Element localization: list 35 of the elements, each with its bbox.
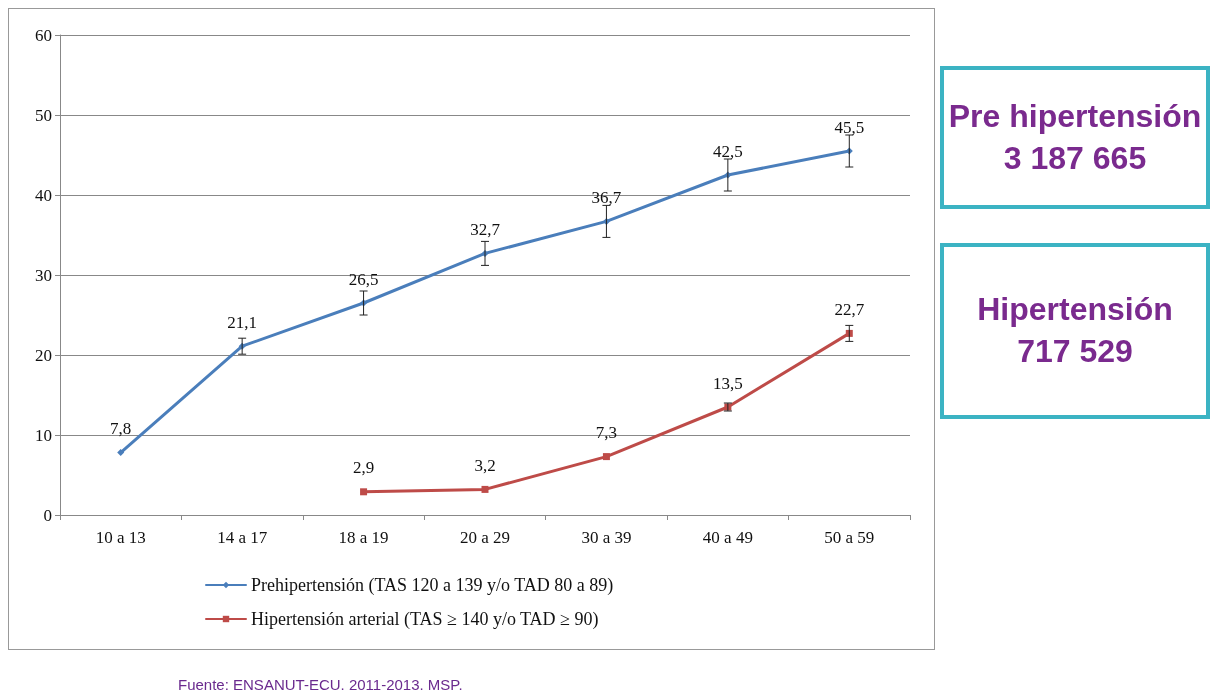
data-label: 22,7 [834, 299, 865, 319]
data-label: 7,8 [110, 419, 132, 439]
point [117, 449, 125, 457]
data-label: 7,3 [595, 423, 618, 443]
data-label: 36,7 [591, 187, 622, 207]
data-label: 26,5 [348, 269, 379, 289]
point [602, 453, 610, 461]
data-label: 21,1 [227, 312, 258, 332]
x-tick-label: 10 a 13 [95, 528, 146, 547]
data-label: 2,9 [352, 458, 375, 478]
data-label: 42,5 [712, 141, 743, 161]
point [481, 485, 489, 493]
source-note: Fuente: ENSANUT-ECU. 2011-2013. MSP. [178, 676, 463, 693]
data-label: 3,2 [474, 455, 496, 475]
x-tick-label: 40 a 49 [702, 528, 753, 547]
y-tick-label: 20 [35, 345, 52, 365]
x-tick-label: 20 a 29 [459, 528, 511, 547]
text-card: Hipertensión 717 529 [940, 243, 1210, 419]
x-tick-label: 18 a 19 [338, 528, 389, 547]
y-tick-label: 0 [43, 505, 52, 525]
text-card: Pre hipertensión 3 187 665 [940, 66, 1210, 209]
y-tick-label: 50 [35, 105, 52, 125]
data-label: 32,7 [470, 219, 501, 239]
legend-label: Prehipertensión (TAS 120 a 139 y/o TAD 80 a 89) [251, 575, 614, 596]
data-label: 45,5 [834, 117, 865, 137]
data-label: 13,5 [712, 373, 743, 393]
x-tick-label: 30 a 39 [581, 528, 632, 547]
point [360, 488, 368, 496]
y-tick-label: 30 [35, 265, 52, 285]
x-tick-label: 14 a 17 [217, 528, 268, 547]
y-tick-label: 40 [35, 185, 52, 205]
legend-label: Hipertensión arterial (TAS ≥ 140 y/o TAD ≥ 90) [251, 609, 599, 630]
x-tick-label: 50 a 59 [824, 528, 875, 547]
y-tick-label: 60 [35, 25, 52, 45]
y-tick-label: 10 [35, 425, 52, 445]
